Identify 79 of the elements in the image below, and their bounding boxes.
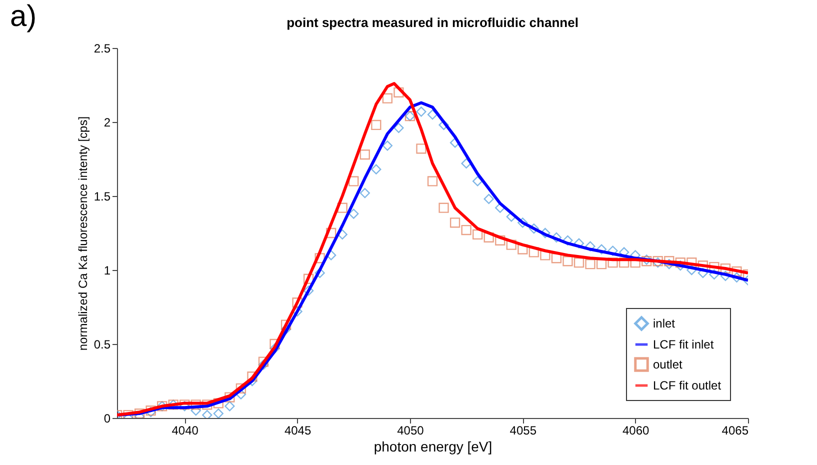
point — [224, 401, 235, 412]
point — [371, 164, 382, 174]
point — [732, 272, 742, 282]
point — [720, 263, 731, 274]
point — [562, 256, 573, 266]
legend-label: LCF fit inlet — [653, 338, 714, 352]
x-tick-label: 4065 — [722, 424, 749, 438]
point — [562, 235, 573, 246]
point — [438, 120, 449, 130]
x-tick-label: 4060 — [622, 424, 650, 438]
point — [202, 400, 212, 410]
text: a) — [10, 0, 37, 34]
point — [461, 158, 472, 169]
point — [585, 259, 596, 270]
point — [303, 286, 314, 296]
point — [348, 208, 359, 219]
point — [371, 120, 382, 130]
point — [348, 176, 359, 186]
x-tick-label: 4050 — [397, 424, 424, 438]
point — [551, 232, 562, 243]
point — [472, 176, 483, 186]
point — [618, 258, 630, 268]
y-tick-label: 1.5 — [94, 190, 111, 204]
y-tick-label: 0 — [104, 412, 111, 426]
point — [416, 106, 426, 117]
point — [134, 408, 145, 418]
point — [484, 194, 494, 204]
point — [540, 228, 550, 238]
point — [427, 176, 438, 186]
x-axis-title: photon energy [eV] — [374, 438, 492, 454]
point — [528, 223, 539, 234]
chart-title: point spectra measured in microfluidic channel — [286, 15, 578, 30]
point — [596, 244, 607, 254]
x-tick-label: 4045 — [284, 424, 312, 438]
point — [202, 410, 212, 418]
point — [213, 408, 224, 418]
point — [709, 269, 720, 280]
point — [280, 320, 292, 330]
point — [394, 122, 404, 133]
point — [608, 258, 618, 268]
x-tick-label: 4040 — [172, 424, 199, 438]
point — [416, 144, 426, 154]
point — [495, 235, 506, 246]
point — [618, 247, 630, 258]
point — [303, 274, 314, 284]
legend-label: inlet — [653, 316, 676, 330]
point — [574, 258, 584, 268]
point — [382, 93, 392, 104]
point — [326, 228, 336, 238]
point — [190, 400, 201, 410]
point — [438, 202, 449, 213]
y-tick-label: 2.5 — [94, 42, 111, 56]
point — [585, 241, 596, 252]
y-tick-label: 2 — [104, 116, 111, 130]
legend-label: outlet — [653, 358, 684, 372]
point — [506, 240, 516, 250]
point — [314, 268, 325, 278]
point — [518, 218, 528, 228]
point — [686, 264, 697, 276]
point — [608, 246, 618, 256]
point — [360, 188, 370, 198]
point — [461, 224, 472, 236]
point — [450, 218, 460, 228]
y-tick-label: 1 — [104, 264, 111, 278]
legend-label: LCF fit outlet — [653, 378, 722, 392]
point — [732, 266, 742, 277]
x-tick-label: 4055 — [510, 424, 537, 438]
point — [360, 149, 370, 160]
point — [698, 268, 708, 278]
point — [382, 140, 392, 151]
y-tick-label: 0.5 — [94, 338, 111, 352]
point — [574, 238, 584, 248]
point — [394, 87, 404, 98]
point — [337, 202, 348, 213]
point — [337, 229, 348, 240]
point — [472, 229, 483, 240]
point — [664, 256, 674, 266]
point — [427, 110, 438, 120]
y-axis-title: normalized Ca Ka fluorescence intenty [cps] — [76, 116, 90, 351]
